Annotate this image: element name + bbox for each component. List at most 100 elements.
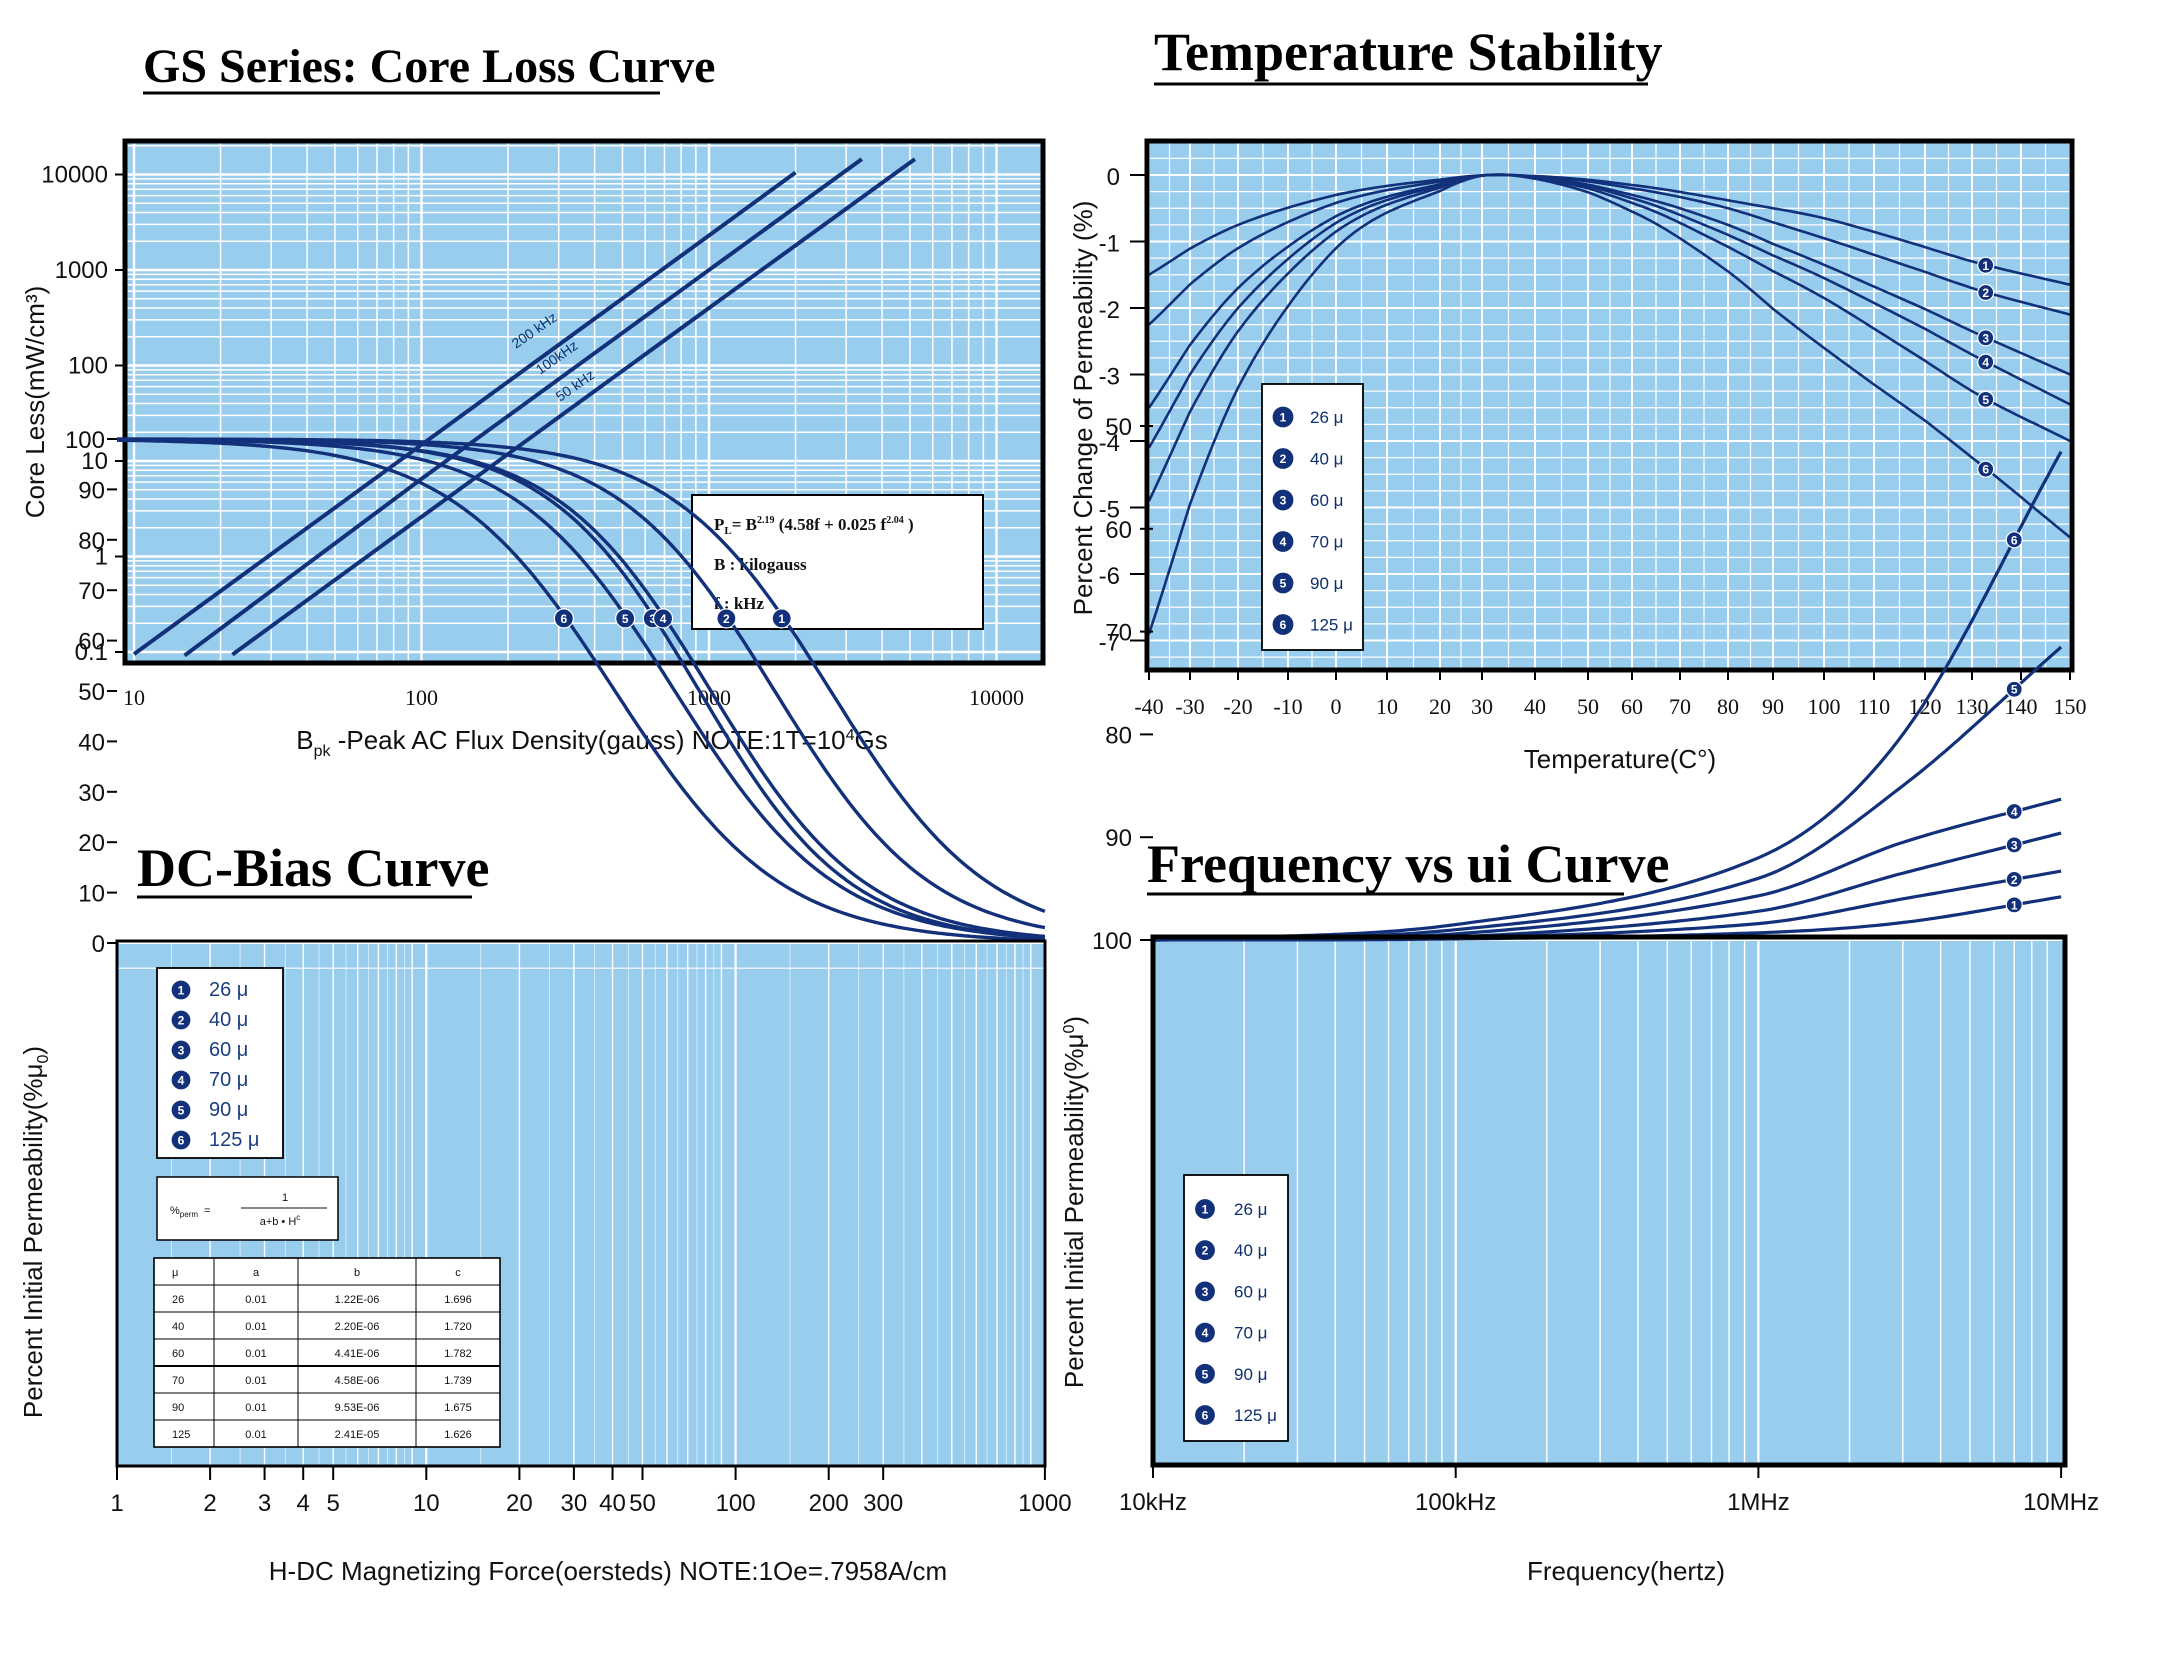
x-tick-label: 60 <box>1621 694 1643 719</box>
x-tick-label: 4 <box>297 1490 310 1517</box>
dc-bias-y-axis-label: Percent Initial Permeability(%μ0) <box>18 1046 52 1418</box>
dc-bias-formula-box: %perm = 1 a+b • Hc <box>156 1176 339 1241</box>
formula-f-unit: f : kHz <box>714 594 765 613</box>
y-tick-label: 80 <box>78 528 105 555</box>
series-marker-4: 4 <box>2005 802 2023 821</box>
y-tick-label: 60 <box>78 629 105 656</box>
number-badge-6 <box>1271 612 1295 637</box>
core-loss-title: GS Series: Core Loss Curve <box>143 40 715 93</box>
y-tick-label: -5 <box>1099 497 1120 524</box>
temperature-legend-box <box>1261 383 1364 651</box>
frequency-frame <box>1150 934 2068 1468</box>
frequency-legend-badge-2: 2 <box>1193 1239 1217 1262</box>
temperature-legend-label-3: 60 μ <box>1310 491 1343 510</box>
x-tick-label: 20 <box>1429 694 1451 719</box>
x-tick-label: 90 <box>1762 694 1784 719</box>
frequency-title: Frequency vs ui Curve <box>1147 834 1670 894</box>
formula-line: PL= B2.19 (4.58f + 0.025 f2.04 ) <box>714 515 914 537</box>
number-badge-5 <box>1977 390 1995 408</box>
frequency-legend: 1 26 μ 2 40 μ 3 60 μ 4 70 μ 5 90 μ 6 125 μ <box>1183 1174 1289 1442</box>
formula-b-unit: B : kilogauss <box>714 555 807 574</box>
badge-number: 5 <box>178 1104 185 1118</box>
series-marker-4: 4 <box>1977 353 1995 371</box>
badge-number: 3 <box>2011 838 2018 852</box>
table-cell: 1.739 <box>444 1375 472 1387</box>
dc-bias-frame <box>115 939 1047 1468</box>
table-header-cell: μ <box>172 1267 178 1279</box>
frequency-legend-badge-1: 1 <box>1193 1197 1217 1221</box>
y-tick-label: -4 <box>1099 430 1120 457</box>
series-line-2 <box>1148 173 2071 326</box>
temperature-legend-label-6: 125 μ <box>1310 616 1353 635</box>
badge-number: 1 <box>1982 259 1989 273</box>
x-tick-label: -30 <box>1175 694 1204 719</box>
dc-bias-legend-label-6: 125 μ <box>209 1129 259 1151</box>
number-badge-4 <box>1193 1321 1217 1344</box>
x-tick-label: 10 <box>123 685 145 710</box>
number-badge-6 <box>1977 460 1995 478</box>
dc-bias-ticks: 1 2 3 4 5 10 20 30 40 50 100 200 300 1000100908070605… <box>65 427 1072 1517</box>
series-marker-5: 5 <box>1977 390 1995 408</box>
number-badge-3 <box>1193 1280 1217 1303</box>
badge-number: 1 <box>1202 1203 1209 1217</box>
number-badge-2 <box>2005 870 2023 888</box>
formula-perm: %perm = <box>170 1205 210 1219</box>
x-tick-label: 200 <box>809 1490 849 1517</box>
number-badge-5 <box>1271 571 1295 595</box>
series-marker-1: 1 <box>2005 896 2023 914</box>
y-tick-label: -1 <box>1099 231 1120 258</box>
dc-bias-legend-badge-4: 4 <box>170 1069 192 1091</box>
core-loss-formula-box: PL= B2.19 (4.58f + 0.025 f2.04 ) B : kil… <box>691 494 984 630</box>
x-tick-label: 50 <box>1577 694 1599 719</box>
y-tick-label: 100 <box>1092 928 1132 955</box>
table-cell: 60 <box>172 1348 184 1360</box>
badge-number: 3 <box>178 1044 185 1058</box>
y-tick-label: 20 <box>78 830 105 857</box>
number-badge-5 <box>1193 1362 1217 1385</box>
badge-number: 1 <box>778 612 785 626</box>
badge-number: 4 <box>660 612 667 626</box>
number-badge-3 <box>1977 329 1995 347</box>
x-tick-label: 1MHz <box>1727 1489 1790 1516</box>
core-loss-frame <box>122 138 1046 666</box>
table-cell: 125 <box>172 1429 190 1441</box>
badge-number: 2 <box>1202 1244 1209 1258</box>
frequency-legend-label-2: 40 μ <box>1234 1241 1267 1260</box>
y-tick-label: 1 <box>95 544 108 571</box>
dc-bias-legend-badge-5: 5 <box>170 1099 192 1121</box>
y-tick-label: 10000 <box>41 162 108 189</box>
x-tick-label: 50 <box>629 1490 656 1517</box>
badge-number: 2 <box>1982 286 1989 300</box>
number-badge-3 <box>1271 488 1295 512</box>
table-cell: 0.01 <box>245 1321 266 1333</box>
number-badge-4 <box>170 1069 192 1091</box>
x-tick-label: 10kHz <box>1119 1489 1187 1516</box>
table-header-cell: b <box>354 1267 360 1279</box>
badge-number: 4 <box>1982 356 1989 370</box>
temperature-legend-label-2: 40 μ <box>1310 450 1343 469</box>
number-badge-4 <box>652 608 674 629</box>
number-badge-2 <box>1271 446 1295 471</box>
x-tick-label: 5 <box>327 1490 340 1517</box>
number-badge-4 <box>1271 529 1295 554</box>
core-loss-y-axis-label: Core Less(mW/cm³) <box>20 286 50 519</box>
badge-number: 3 <box>1202 1285 1209 1299</box>
temperature-legend-label-1: 26 μ <box>1310 408 1343 427</box>
temperature-legend-badge-6: 6 <box>1271 612 1295 637</box>
x-tick-label: 3 <box>258 1490 271 1517</box>
x-tick-label: 100 <box>716 1490 756 1517</box>
x-tick-label: 30 <box>1471 694 1493 719</box>
x-tick-label: 10 <box>1376 694 1398 719</box>
table-cell: 0.01 <box>245 1402 266 1414</box>
number-badge-1 <box>170 979 192 1001</box>
dc-bias-legend-badge-6: 6 <box>170 1129 192 1151</box>
badge-number: 6 <box>1280 618 1287 632</box>
x-tick-label: 10MHz <box>2023 1489 2099 1516</box>
formula-numerator: 1 <box>282 1192 288 1204</box>
number-badge-3 <box>170 1039 192 1061</box>
x-tick-label: 80 <box>1717 694 1739 719</box>
frequency-plot-area <box>1153 937 2065 1465</box>
